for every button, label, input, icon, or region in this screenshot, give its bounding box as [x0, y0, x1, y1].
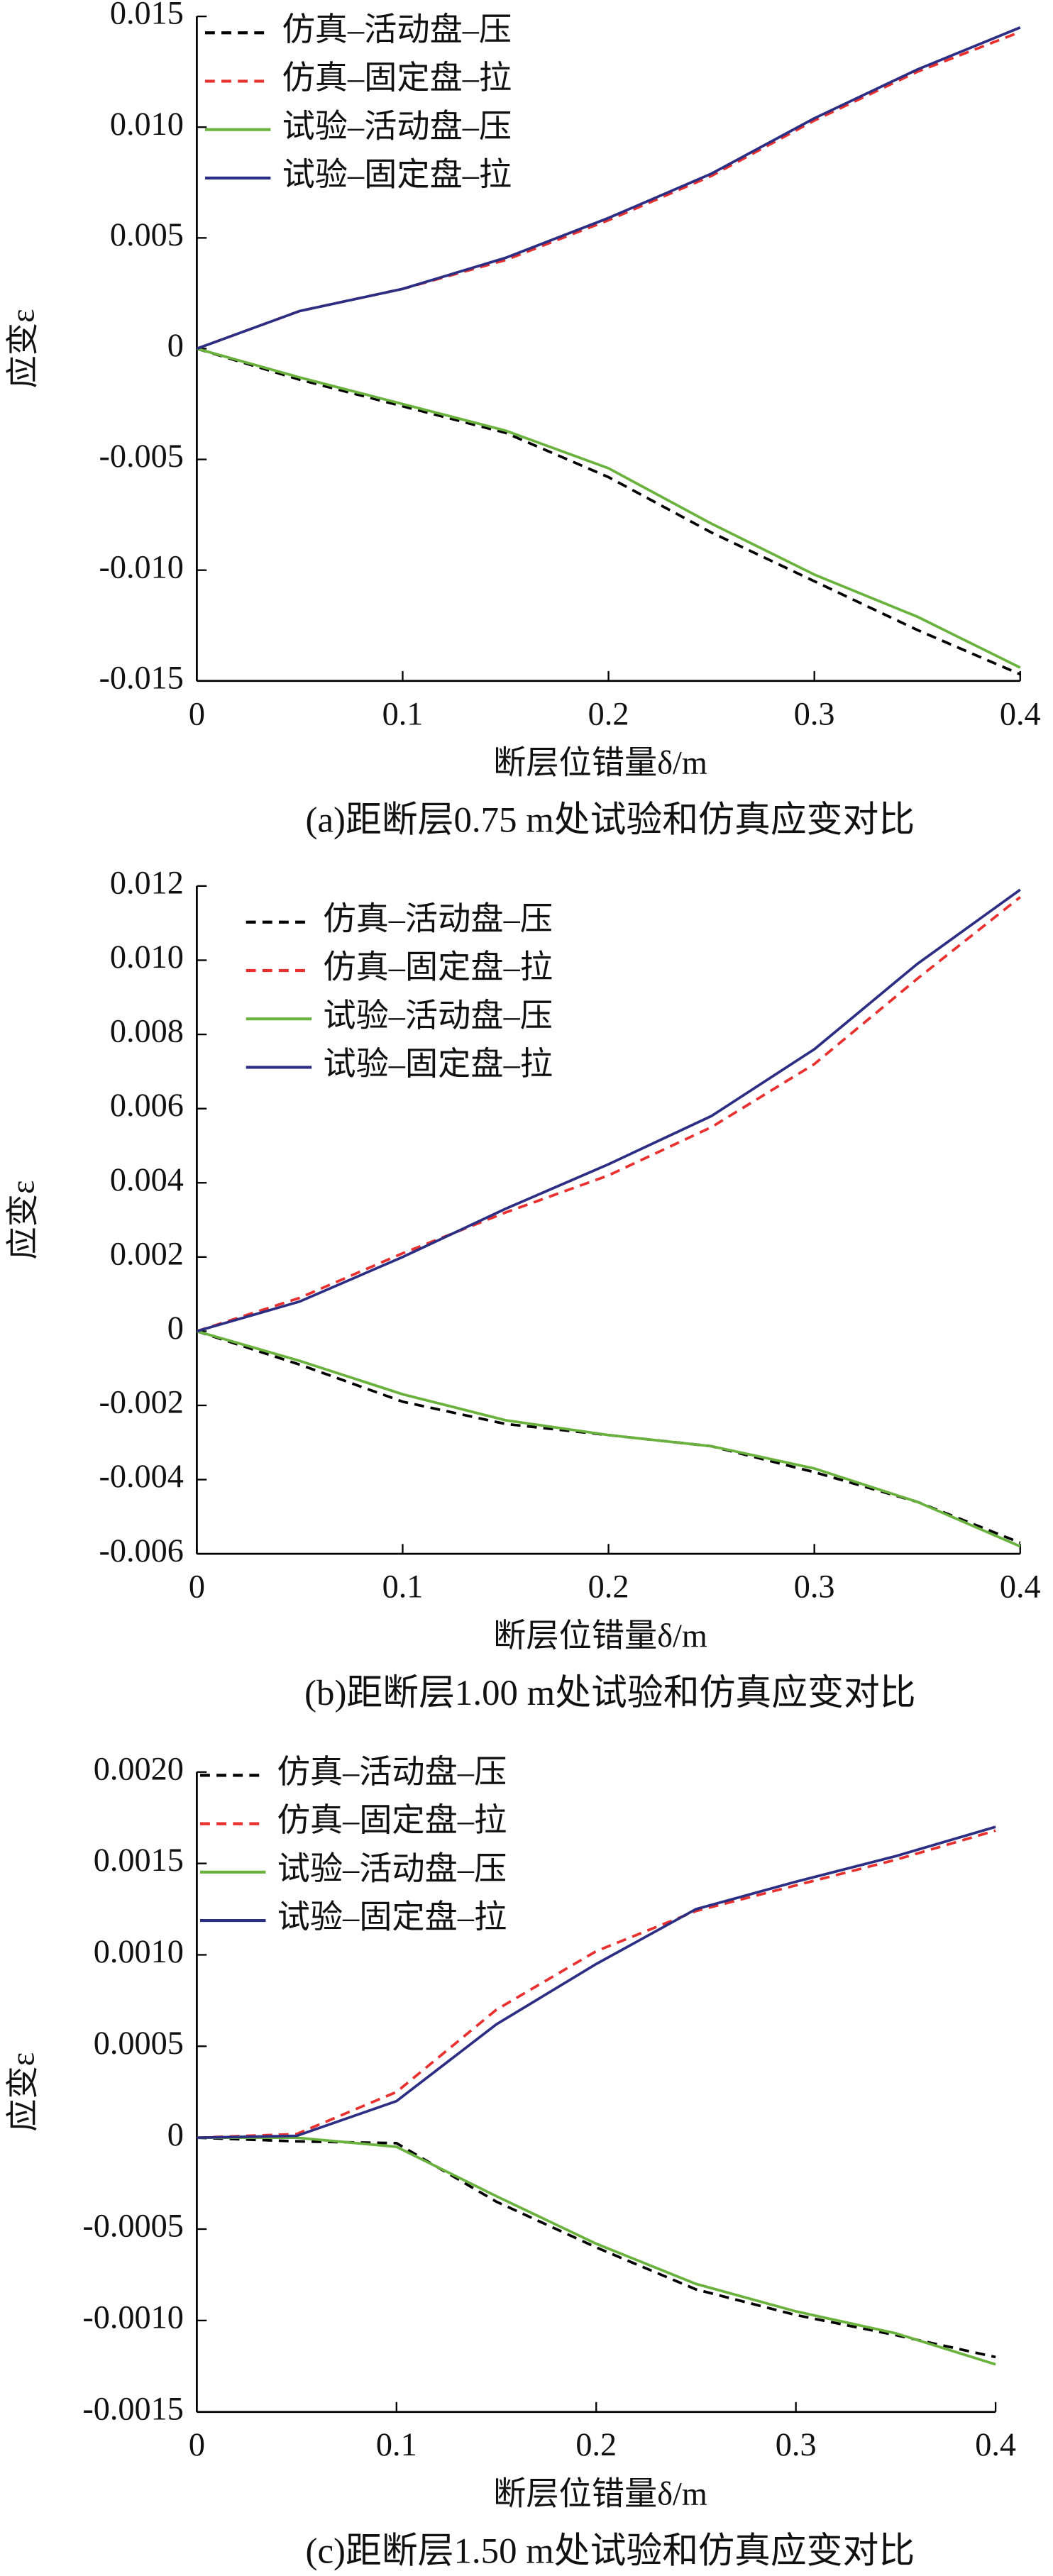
legend-label: 仿真–固定盘–拉 [323, 949, 553, 986]
legend-label: 仿真–活动盘–压 [323, 900, 553, 937]
x-tick-label: 0.4 [1000, 1569, 1041, 1605]
x-tick-label: 0.1 [382, 696, 424, 732]
y-axis-label: 应变ε [5, 2052, 42, 2132]
y-tick-label: 0.002 [110, 1236, 184, 1272]
y-tick-label: -0.005 [99, 438, 183, 475]
data-line [196, 1330, 1021, 1548]
data-line [197, 1829, 996, 2140]
x-tick-label: 0 [189, 1569, 205, 1605]
y-tick-label: -0.002 [99, 1385, 183, 1421]
data-line [197, 2136, 996, 2366]
legend-label: 仿真–活动盘–压 [282, 11, 512, 48]
data-line [196, 347, 1021, 676]
x-tick-label: 0.4 [975, 2427, 1016, 2463]
y-tick-label: -0.0005 [82, 2209, 184, 2245]
legend-label: 试验–固定盘–拉 [323, 1046, 553, 1083]
y-tick-label: 0.006 [110, 1088, 184, 1124]
x-tick-label: 0.3 [794, 696, 835, 732]
y-tick-label: 0.0010 [94, 1934, 184, 1970]
y-tick-label: -0.015 [99, 660, 183, 696]
y-tick-label: -0.006 [99, 1533, 183, 1569]
y-tick-label: 0.005 [110, 217, 184, 253]
x-tick-label: 0 [189, 696, 205, 732]
y-tick-label: -0.010 [99, 549, 183, 585]
y-tick-label: -0.0010 [82, 2299, 184, 2335]
x-tick-label: 0.1 [382, 1569, 424, 1605]
legend-label: 试验–活动盘–压 [282, 108, 512, 145]
legend-label: 仿真–固定盘–拉 [277, 1802, 507, 1839]
y-tick-label: 0.010 [110, 106, 184, 143]
data-line [196, 347, 1021, 669]
chart-title: (a)距断层0.75 m处试验和仿真应变对比 [306, 801, 915, 841]
y-tick-label: 0 [167, 1310, 184, 1347]
y-tick-label: 0.0005 [94, 2025, 184, 2062]
data-line [196, 26, 1021, 350]
x-tick-label: 0.4 [1000, 696, 1041, 732]
x-tick-label: 0.2 [575, 2427, 617, 2463]
legend-label: 试验–固定盘–拉 [277, 1899, 507, 1936]
x-axis-label: 断层位错量δ/m [493, 1618, 707, 1654]
x-tick-label: 0.1 [376, 2427, 417, 2463]
x-tick-label: 0 [189, 2427, 205, 2463]
y-tick-label: -0.004 [99, 1459, 183, 1495]
legend-label: 试验–固定盘–拉 [282, 157, 512, 194]
legend-label: 试验–活动盘–压 [323, 997, 553, 1034]
y-tick-label: 0.008 [110, 1014, 184, 1050]
legend-label: 仿真–活动盘–压 [277, 1754, 507, 1791]
y-tick-label: -0.0015 [82, 2391, 184, 2427]
x-tick-label: 0.2 [588, 1569, 629, 1605]
y-axis-label: 应变ε [5, 1181, 42, 1260]
y-tick-label: 0.015 [110, 0, 184, 32]
x-axis-label: 断层位错量δ/m [493, 746, 707, 782]
legend-label: 仿真–固定盘–拉 [282, 60, 512, 96]
data-line [197, 1825, 996, 2140]
x-tick-label: 0.3 [776, 2427, 817, 2463]
y-tick-label: 0.0015 [94, 1842, 184, 1879]
y-tick-label: 0.004 [110, 1162, 184, 1198]
y-tick-label: 0.010 [110, 939, 184, 975]
data-line [197, 2136, 996, 2359]
y-tick-label: 0 [167, 2117, 184, 2153]
x-tick-label: 0.2 [588, 696, 629, 732]
data-line [196, 1330, 1021, 1544]
data-line [196, 896, 1021, 1333]
x-tick-label: 0.3 [794, 1569, 835, 1605]
y-axis-label: 应变ε [5, 309, 42, 388]
chart-title: (c)距断层1.50 m处试验和仿真应变对比 [306, 2532, 915, 2572]
y-tick-label: 0 [167, 328, 184, 364]
x-axis-label: 断层位错量δ/m [493, 2477, 707, 2513]
legend-label: 试验–活动盘–压 [277, 1850, 507, 1887]
y-tick-label: 0.012 [110, 865, 184, 901]
chart-title: (b)距断层1.00 m处试验和仿真应变对比 [304, 1674, 916, 1713]
y-tick-label: 0.0020 [94, 1751, 184, 1787]
data-line [196, 888, 1021, 1333]
data-line [196, 31, 1021, 350]
